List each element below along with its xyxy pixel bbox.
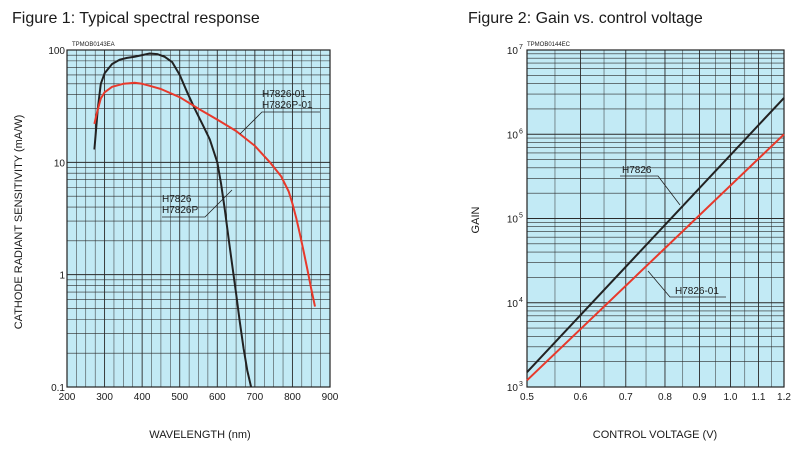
- figure-2-x-axis-label: CONTROL VOLTAGE (V): [593, 429, 717, 441]
- figure-1-y-tick-label: 1: [59, 271, 65, 282]
- figure-2-y-tick-exponent: 5: [519, 213, 523, 220]
- figure-2-y-axis-label: GAIN: [470, 207, 482, 234]
- figure-1-x-tick-label: 800: [284, 392, 301, 403]
- figure-1-x-tick-label: 300: [96, 392, 113, 403]
- figure-1-x-tick-label: 700: [247, 392, 264, 403]
- figure-1-series-1-callout-label: H7826: [162, 194, 192, 205]
- figure-1-x-tick-label: 500: [171, 392, 188, 403]
- figure-2-y-tick-label: 10: [507, 299, 519, 310]
- figure-1-x-tick-label: 400: [134, 392, 151, 403]
- figure-2-y-tick-label: 10: [507, 130, 519, 141]
- figure-2-series-1-callout-label: H7826: [622, 165, 652, 176]
- figure-1-series-2-callout-label: H7826-01: [262, 89, 306, 100]
- figure-2-grid: [527, 50, 784, 387]
- figure-1-x-axis-label: WAVELENGTH (nm): [149, 429, 250, 441]
- figure-1-grid: [67, 50, 330, 387]
- figure-2-series-2-callout-leader: [647, 270, 726, 298]
- figure-2-y-tick-exponent: 6: [519, 128, 523, 135]
- figure-2-x-tick-label: 0.5: [520, 392, 534, 403]
- figure-1-y-tick-label: 100: [48, 46, 65, 57]
- figure-2-y-tick-label: 10: [507, 215, 519, 226]
- figure-1-frame: [66, 49, 331, 388]
- figure-1-y-tick-label: 0.1: [51, 383, 65, 394]
- figure-1-x-tick-label: 200: [59, 392, 76, 403]
- figure-1-x-tick-label: 600: [209, 392, 226, 403]
- figure-1-series-2-callout-label: H7826P-01: [262, 100, 313, 111]
- figure-2-x-tick-label: 1.2: [777, 392, 791, 403]
- figure-1-y-tick-label: 10: [54, 158, 66, 169]
- figure-1-code: TPMOB0143EA: [72, 42, 115, 48]
- figure-2-y-tick-label: 10: [507, 46, 519, 57]
- figure-1-series-line-1: [93, 52, 253, 388]
- figure-2-x-tick-label: 0.7: [619, 392, 633, 403]
- figure-2-x-tick-label: 0.8: [658, 392, 672, 403]
- figure-2-x-tick-label: 1.0: [724, 392, 738, 403]
- figure-1-series-2-callout-leader: [239, 111, 320, 135]
- figure-2-series-line-2: [526, 133, 785, 382]
- figure-2-series-line-1: [526, 97, 785, 373]
- figure-2-title: Figure 2: Gain vs. control voltage: [468, 10, 703, 27]
- figure-1-title: Figure 1: Typical spectral response: [12, 10, 260, 27]
- figure-1-y-axis-label: CATHODE RADIANT SENSITIVITY (mA/W): [13, 115, 25, 330]
- figure-2-code: TPMOB0144EC: [527, 42, 571, 48]
- figure-2-y-tick-exponent: 4: [519, 297, 523, 304]
- figure-2-y-tick-exponent: 3: [519, 381, 523, 388]
- figure-1-series-1-callout-label: H7826P: [162, 205, 198, 216]
- figure-2-y-tick-label: 10: [507, 383, 519, 394]
- figure-2-x-tick-label: 1.1: [752, 392, 766, 403]
- figure-2-x-tick-label: 0.9: [693, 392, 707, 403]
- figure-2-series-2-callout-label: H7826-01: [675, 286, 719, 297]
- figure-1-x-tick-label: 900: [322, 392, 339, 403]
- figure-2-frame: [526, 49, 785, 388]
- figure-2-x-tick-label: 0.6: [574, 392, 588, 403]
- figure-2-y-tick-exponent: 7: [519, 44, 523, 51]
- figure-1-series-1-callout-leader: [162, 189, 233, 218]
- figure-1-series-line-2: [93, 81, 316, 307]
- figure-2-series-1-callout-leader: [620, 175, 681, 206]
